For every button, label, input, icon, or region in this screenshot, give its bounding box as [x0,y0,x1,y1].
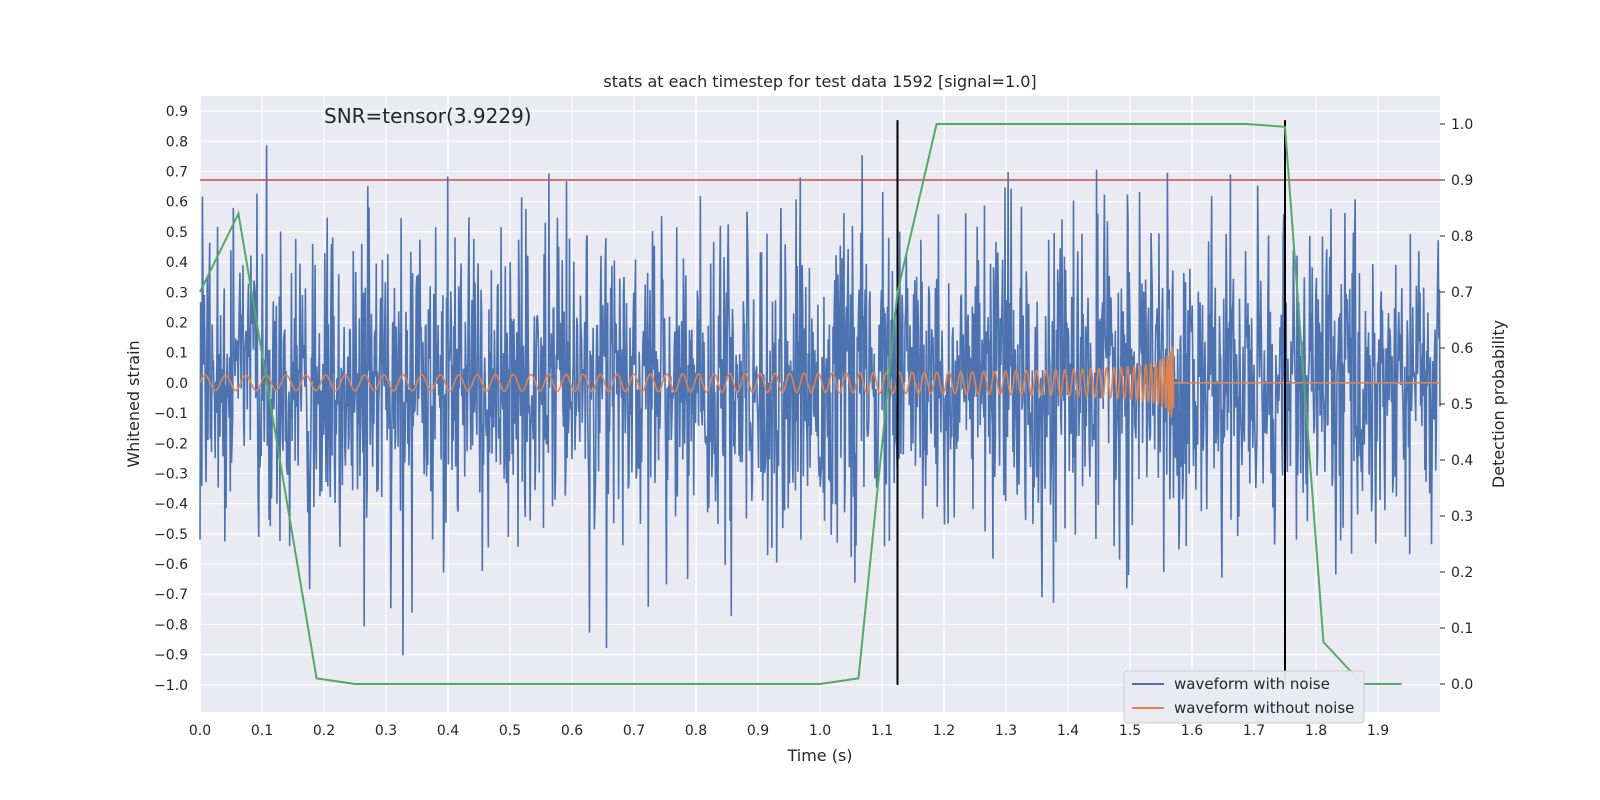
y2-tick-label: 0.8 [1451,229,1473,245]
y-tick-label: 0.3 [166,285,188,301]
series-waveform-without-noise [199,346,1440,418]
y2-tick-label: 0.0 [1451,677,1473,693]
y2-tick-label: 0.4 [1451,453,1473,469]
x-tick-label: 1.0 [809,723,831,739]
y-tick-label: −0.8 [154,617,188,633]
x-tick-label: 0.8 [685,723,707,739]
y-tick-label: −0.1 [154,406,188,422]
y-axis-label: Whitened strain [124,340,143,467]
x-tick-label: 1.8 [1305,723,1327,739]
y2-tick-label: 0.1 [1451,621,1473,637]
y-tick-label: −0.9 [154,648,188,664]
x-axis-label: Time (s) [786,746,852,765]
y2-tick-label: 1.0 [1451,117,1473,133]
snr-annotation: SNR=tensor(3.9229) [324,104,532,128]
y-tick-label: −0.7 [154,587,188,603]
y2-tick-label: 0.2 [1451,565,1473,581]
y-tick-label: −0.3 [154,466,188,482]
chart-title: stats at each timestep for test data 159… [603,72,1036,91]
legend-label-noisy: waveform with noise [1174,675,1330,693]
x-tick-label: 0.5 [499,723,521,739]
y-tick-label: −0.6 [154,557,188,573]
x-tick-label: 0.7 [623,723,645,739]
y-tick-label: 0.1 [166,346,188,362]
x-tick-label: 1.7 [1243,723,1265,739]
x-tick-label: 1.9 [1367,723,1389,739]
x-tick-label: 0.2 [313,723,335,739]
y-tick-label: −0.5 [154,527,188,543]
legend: waveform with noise waveform without noi… [1123,670,1365,724]
y2-tick-label: 0.9 [1451,173,1473,189]
x-tick-label: 0.4 [437,723,459,739]
x-tick-label: 1.6 [1181,723,1203,739]
x-tick-label: 1.4 [1057,723,1079,739]
y-tick-label: 0.7 [166,164,188,180]
y2-axis-ticks: 1.0 0.9 0.8 0.7 0.6 0.5 0.4 0.3 0.2 0.1 0.0 [1440,117,1473,693]
y-tick-label: −0.4 [154,497,188,513]
y-tick-label: 0.2 [166,315,188,331]
y-tick-label: 0.8 [166,134,188,150]
y2-tick-label: 0.6 [1451,341,1473,357]
x-axis-ticks: 0.0 0.1 0.2 0.3 0.4 0.5 0.6 0.7 0.8 0.9 1.0 1.1 1.2 1… [189,723,1389,739]
x-tick-label: 1.1 [871,723,893,739]
x-tick-label: 0.0 [189,723,211,739]
series-layer [199,120,1441,685]
y-tick-label: 0.0 [166,376,188,392]
y-tick-label: 0.5 [166,225,188,241]
y-tick-label: 0.9 [166,104,188,120]
y-tick-label: −1.0 [154,678,188,694]
y2-tick-label: 0.3 [1451,509,1473,525]
y2-axis-label: Detection probability [1489,320,1508,488]
y-tick-label: 0.6 [166,195,188,211]
y2-tick-label: 0.7 [1451,285,1473,301]
y-tick-label: −0.2 [154,436,188,452]
x-tick-label: 1.5 [1119,723,1141,739]
series-detection-probability [199,123,1402,685]
x-tick-label: 0.6 [561,723,583,739]
series-waveform-with-noise [199,145,1441,656]
x-tick-label: 0.1 [251,723,273,739]
x-tick-label: 0.3 [375,723,397,739]
x-tick-label: 1.2 [933,723,955,739]
x-tick-label: 1.3 [995,723,1017,739]
legend-label-clean: waveform without noise [1174,699,1354,717]
y-tick-label: 0.4 [166,255,188,271]
x-tick-label: 0.9 [747,723,769,739]
legend-box [1123,670,1365,724]
y-axis-ticks: 0.9 0.8 0.7 0.6 0.5 0.4 0.3 0.2 0.1 0.0 −0.1 −0.2 −0… [154,104,188,694]
y2-tick-label: 0.5 [1451,397,1473,413]
